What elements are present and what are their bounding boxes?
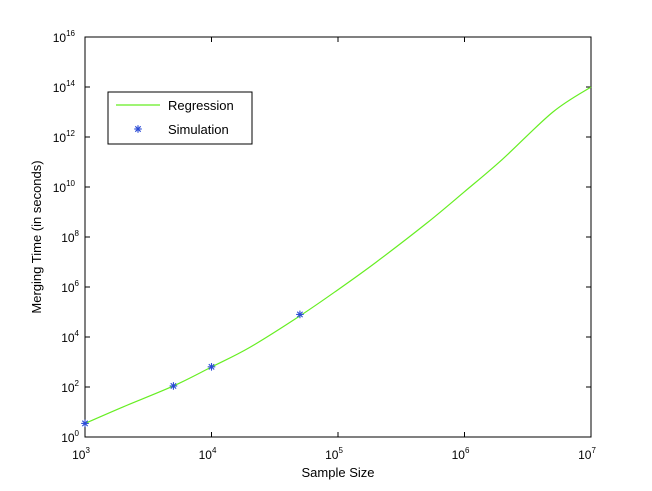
x-tick-base: 10 [452, 448, 466, 462]
y-tick-exponent: 4 [75, 329, 80, 338]
simulation-point [169, 382, 178, 390]
y-tick-label: 104 [61, 329, 79, 345]
x-tick-base: 10 [578, 448, 592, 462]
axis-ticks [84, 36, 592, 438]
simulation-point [207, 363, 216, 371]
x-axis-title: Sample Size [302, 465, 375, 480]
y-tick-exponent: 0 [75, 429, 80, 438]
y-tick-exponent: 16 [66, 29, 75, 38]
y-tick-label: 106 [61, 279, 79, 295]
y-tick-label: 1012 [53, 129, 76, 145]
y-tick-base: 10 [53, 181, 67, 195]
y-tick-base: 10 [61, 431, 75, 445]
legend-regression-label: Regression [168, 98, 234, 113]
simulation-point [296, 310, 304, 319]
legend-simulation-label: Simulation [168, 122, 229, 137]
legend: Regression Simulation [107, 91, 253, 145]
y-tick-label: 102 [61, 379, 79, 395]
y-tick-base: 10 [61, 281, 75, 295]
x-tick-base: 10 [199, 448, 213, 462]
y-tick-exponent: 6 [75, 279, 80, 288]
x-tick-exponent: 6 [465, 446, 470, 455]
y-tick-base: 10 [61, 231, 75, 245]
y-tick-label: 1016 [53, 29, 76, 45]
y-tick-exponent: 10 [66, 179, 75, 188]
x-tick-label: 103 [72, 446, 90, 462]
y-tick-base: 10 [61, 381, 75, 395]
x-tick-base: 10 [72, 448, 86, 462]
simulation-point [81, 419, 89, 428]
x-tick-label: 107 [578, 446, 596, 462]
y-axis-title: Merging Time (in seconds) [29, 160, 44, 313]
legend-simulation-marker [134, 125, 142, 133]
x-tick-label: 106 [452, 446, 470, 462]
y-tick-exponent: 2 [75, 379, 80, 388]
legend-box [107, 91, 253, 145]
y-tick-exponent: 12 [66, 129, 75, 138]
legend-simulation-star [134, 125, 142, 133]
y-tick-base: 10 [53, 81, 67, 95]
y-tick-label: 1014 [53, 79, 76, 95]
x-tick-exponent: 3 [85, 446, 90, 455]
series-layer [81, 86, 592, 428]
y-tick-base: 10 [53, 131, 67, 145]
y-tick-exponent: 8 [75, 229, 80, 238]
y-tick-exponent: 14 [66, 79, 75, 88]
x-tick-labels: 103 104 105 106 107 [72, 446, 596, 462]
x-tick-label: 104 [199, 446, 217, 462]
y-tick-base: 10 [53, 31, 67, 45]
x-tick-exponent: 5 [338, 446, 343, 455]
y-tick-label: 1010 [53, 179, 76, 195]
x-tick-exponent: 7 [591, 446, 596, 455]
x-tick-exponent: 4 [212, 446, 217, 455]
y-tick-label: 108 [61, 229, 79, 245]
y-tick-label: 100 [61, 429, 79, 445]
x-tick-base: 10 [325, 448, 339, 462]
y-tick-base: 10 [61, 331, 75, 345]
x-tick-label: 105 [325, 446, 343, 462]
